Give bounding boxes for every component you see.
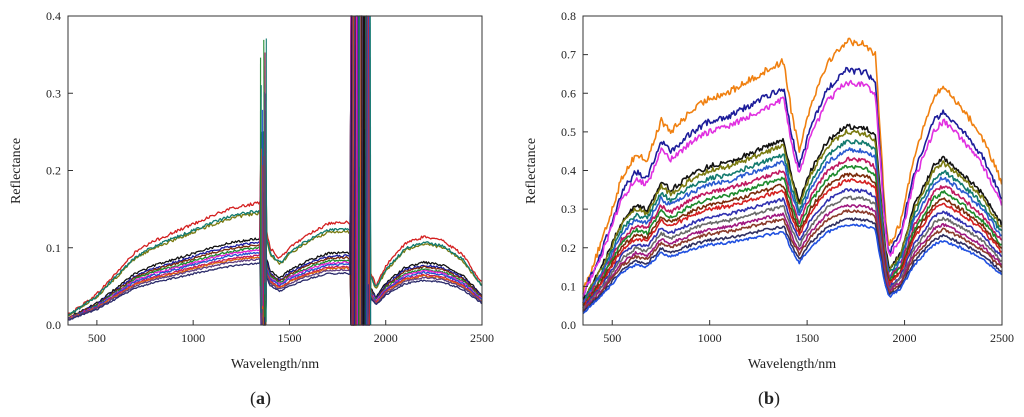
series-line-b-s12	[582, 188, 1003, 311]
series-line-b-s5	[582, 128, 1003, 305]
series-line-a-s2	[67, 15, 483, 326]
x-tick-label-b-2500: 2500	[990, 331, 1014, 345]
chart-panel-a: 500 1000 1500 2000 2500 0.0 0.1 0.2 0.3 0.4 Wavel…	[9, 9, 494, 409]
series-line-b-s7	[582, 147, 1003, 306]
series-line-a-s13	[67, 15, 483, 326]
y-tick-label-b-5: 0.5	[561, 125, 576, 139]
x-tick-label-b-500: 500	[603, 331, 621, 345]
noise-spike-a-1-1	[350, 15, 353, 326]
y-tick-label-b-3: 0.3	[561, 202, 576, 216]
series-line-b-s1	[582, 37, 1003, 295]
series-line-a-s7	[67, 15, 483, 326]
noise-spike-a-1-13	[359, 15, 362, 326]
series-line-a-s12	[67, 15, 483, 326]
series-line-a-s9	[67, 15, 483, 326]
x-tick-label-a-500: 500	[88, 331, 106, 345]
x-tick-label-b-1000: 1000	[698, 331, 722, 345]
y-tick-label-b-2: 0.2	[561, 241, 576, 255]
y-tick-label-a-4: 0.4	[46, 9, 61, 23]
series-line-b-s8	[582, 156, 1003, 308]
x-tick-label-a-2500: 2500	[470, 331, 494, 345]
series-line-b-s14	[582, 204, 1003, 312]
series-line-a-s3	[67, 15, 482, 326]
chart-panel-b: 500 1000 1500 2000 2500 0.0 0.1 0.2 0.3 0.4 0.5 0.6…	[524, 9, 1014, 409]
x-tick-label-a-1500: 1500	[277, 331, 301, 345]
y-tick-label-a-1: 0.1	[46, 241, 61, 255]
series-line-b-s2	[582, 66, 1003, 298]
y-tick-label-b-6: 0.6	[561, 86, 576, 100]
series-line-a-s11	[67, 15, 482, 326]
series-line-a-s4	[67, 15, 483, 326]
series-line-b-s6	[582, 139, 1003, 306]
axis-ticks-b: 500 1000 1500 2000 2500 0.0 0.1 0.2 0.3 0.4 0.5 0.6…	[561, 9, 1014, 345]
y-tick-label-b-8: 0.8	[561, 9, 576, 23]
panel-letter-b: b	[764, 388, 774, 408]
x-tick-label-b-2000: 2000	[893, 331, 917, 345]
series-group-b	[582, 37, 1003, 315]
x-tick-label-a-1000: 1000	[181, 331, 205, 345]
axis-ticks-a: 500 1000 1500 2000 2500 0.0 0.1 0.2 0.3 0.4	[46, 9, 494, 345]
y-tick-label-a-0: 0.0	[46, 318, 61, 332]
series-line-b-s13	[582, 195, 1002, 311]
plot-area-b	[583, 16, 1002, 325]
x-axis-label-a: Wavelength/nm	[231, 357, 319, 372]
noise-spike-a-1-6	[355, 15, 357, 326]
series-group-a	[67, 15, 483, 326]
noise-spike-a-1-2	[351, 15, 354, 326]
y-axis-label-b: Reflectance	[524, 138, 539, 204]
panel-label-a: (a)	[250, 388, 271, 409]
series-line-a-s1	[67, 15, 482, 326]
y-tick-label-b-4: 0.4	[561, 164, 576, 178]
series-line-b-s16	[582, 217, 1003, 314]
noise-spike-a-1-23	[368, 15, 371, 326]
y-tick-label-a-3: 0.3	[46, 86, 61, 100]
series-line-b-s3	[582, 79, 1003, 299]
noise-band-group-a	[259, 15, 372, 326]
y-tick-label-b-7: 0.7	[561, 48, 576, 62]
panel-label-b: (b)	[758, 388, 780, 409]
x-tick-label-a-2000: 2000	[374, 331, 398, 345]
series-line-b-s17	[582, 223, 1003, 315]
series-line-b-s11	[582, 178, 1002, 310]
noise-spike-a-1-17	[362, 15, 365, 326]
y-axis-label-a: Reflectance	[9, 138, 24, 204]
panel-letter-a: a	[256, 388, 265, 408]
y-tick-label-b-1: 0.1	[561, 279, 576, 293]
y-tick-label-a-2: 0.2	[46, 164, 61, 178]
x-tick-label-b-1500: 1500	[795, 331, 819, 345]
series-line-a-s8	[68, 15, 482, 326]
y-tick-label-b-0: 0.0	[561, 318, 576, 332]
series-line-a-s10	[67, 15, 482, 326]
series-line-b-s9	[582, 164, 1003, 308]
series-line-b-s15	[582, 209, 1003, 313]
x-axis-label-b: Wavelength/nm	[748, 357, 836, 372]
series-line-b-s10	[582, 172, 1003, 309]
